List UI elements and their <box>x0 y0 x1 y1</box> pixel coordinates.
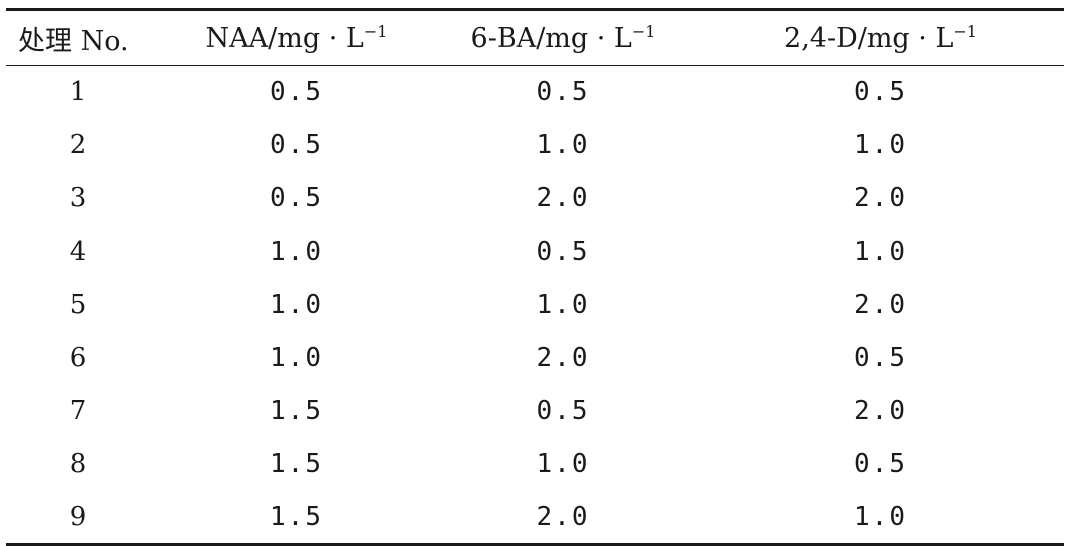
cell-no: 6 <box>69 343 89 374</box>
header-24d: 2,4-D/mg · L−1 <box>784 21 977 54</box>
table-row: 4 1.0 0.5 1.0 <box>6 225 1064 278</box>
cell-no: 7 <box>69 396 89 427</box>
table-row: 6 1.0 2.0 0.5 <box>6 331 1064 384</box>
cell-naa: 1.5 <box>270 396 323 427</box>
cell-naa: 0.5 <box>270 130 323 161</box>
cell-no: 1 <box>69 77 89 108</box>
cell-6ba: 0.5 <box>536 396 590 427</box>
cell-no: 9 <box>69 501 89 532</box>
header-naa: NAA/mg · L−1 <box>205 21 388 54</box>
cell-no: 2 <box>69 130 89 161</box>
cell-24d: 0.5 <box>854 343 907 374</box>
table-row: 2 0.5 1.0 1.0 <box>6 119 1064 172</box>
cell-24d: 2.0 <box>854 289 907 320</box>
cell-24d: 0.5 <box>854 449 907 480</box>
cell-naa: 1.5 <box>270 501 323 532</box>
cell-24d: 0.5 <box>854 77 907 108</box>
cell-naa: 1.0 <box>270 289 323 320</box>
table-row: 5 1.0 1.0 2.0 <box>6 278 1064 331</box>
cell-6ba: 1.0 <box>536 289 590 320</box>
cell-6ba: 0.5 <box>536 236 590 267</box>
cell-6ba: 1.0 <box>536 449 590 480</box>
cell-6ba: 2.0 <box>536 183 590 214</box>
cell-naa: 1.0 <box>270 236 323 267</box>
table-row: 7 1.5 0.5 2.0 <box>6 385 1064 438</box>
header-treatment-no: 处理 No. <box>18 25 129 57</box>
cell-no: 8 <box>69 449 89 480</box>
table-row: 8 1.5 1.0 0.5 <box>6 438 1064 491</box>
cell-24d: 2.0 <box>854 396 907 427</box>
cell-naa: 0.5 <box>270 77 323 108</box>
header-row: 处理 No. NAA/mg · L−1 6-BA/mg · L−1 2,4-D/… <box>6 9 1064 66</box>
table-row: 9 1.5 2.0 1.0 <box>6 491 1064 545</box>
table-header: 处理 No. NAA/mg · L−1 6-BA/mg · L−1 2,4-D/… <box>6 9 1064 66</box>
treatment-table: 处理 No. NAA/mg · L−1 6-BA/mg · L−1 2,4-D/… <box>6 8 1064 546</box>
cell-6ba: 1.0 <box>536 130 590 161</box>
cell-no: 4 <box>69 236 89 267</box>
cell-24d: 1.0 <box>854 236 907 267</box>
table-row: 3 0.5 2.0 2.0 <box>6 172 1064 225</box>
cell-naa: 1.5 <box>270 449 323 480</box>
cell-6ba: 2.0 <box>536 501 590 532</box>
cell-6ba: 0.5 <box>536 77 590 108</box>
header-6ba: 6-BA/mg · L−1 <box>470 21 656 54</box>
cell-24d: 1.0 <box>854 130 907 161</box>
cell-no: 3 <box>69 183 89 214</box>
cell-6ba: 2.0 <box>536 343 590 374</box>
table-body: 1 0.5 0.5 0.5 2 0.5 1.0 1.0 3 0.5 2.0 2.0 4 1.0 0.5 1.0… <box>6 66 1064 545</box>
cell-24d: 1.0 <box>854 501 907 532</box>
cell-24d: 2.0 <box>854 183 907 214</box>
cell-naa: 0.5 <box>270 183 323 214</box>
table-row: 1 0.5 0.5 0.5 <box>6 66 1064 119</box>
cell-no: 5 <box>69 289 89 320</box>
cell-naa: 1.0 <box>270 343 323 374</box>
